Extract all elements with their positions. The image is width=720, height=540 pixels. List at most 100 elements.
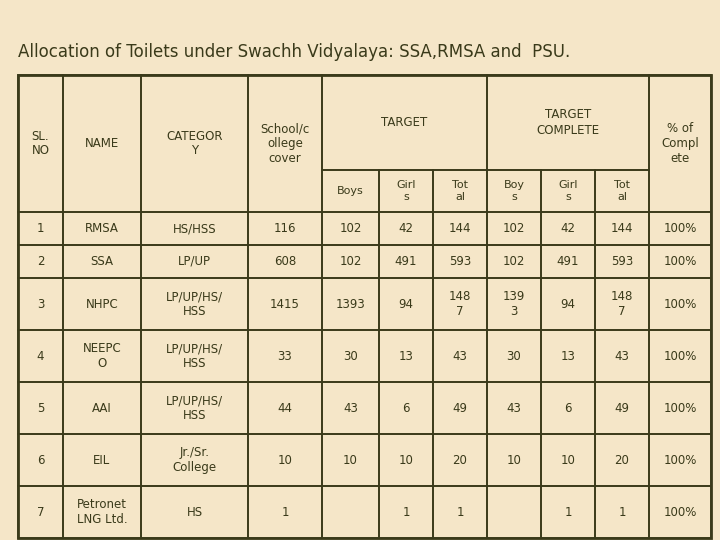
Text: AAI: AAI <box>92 402 112 415</box>
Text: SSA: SSA <box>91 255 114 268</box>
Bar <box>649 486 711 538</box>
Bar <box>487 245 541 278</box>
Bar <box>379 434 433 486</box>
Text: 148
7: 148 7 <box>449 290 471 318</box>
Text: 491: 491 <box>395 255 418 268</box>
Bar <box>595 434 649 486</box>
Text: LP/UP/HS/
HSS: LP/UP/HS/ HSS <box>166 290 223 318</box>
Bar <box>649 212 711 245</box>
Bar <box>322 75 487 170</box>
Text: 7: 7 <box>37 505 44 518</box>
Bar <box>18 382 63 434</box>
Text: RMSA: RMSA <box>85 222 119 235</box>
Text: 100%: 100% <box>663 454 697 467</box>
Text: 10: 10 <box>561 454 575 467</box>
Bar <box>595 330 649 382</box>
Text: 1415: 1415 <box>270 298 300 310</box>
Bar <box>487 486 541 538</box>
Text: 33: 33 <box>278 349 292 362</box>
Bar <box>141 486 248 538</box>
Text: 102: 102 <box>503 255 525 268</box>
Text: Girl
s: Girl s <box>396 180 415 202</box>
Text: School/c
ollege
cover: School/c ollege cover <box>261 122 310 165</box>
Bar <box>63 278 141 330</box>
Bar <box>487 434 541 486</box>
Text: EIL: EIL <box>94 454 111 467</box>
Bar <box>649 245 711 278</box>
Text: 100%: 100% <box>663 298 697 310</box>
Text: 94: 94 <box>560 298 575 310</box>
Text: 100%: 100% <box>663 255 697 268</box>
Text: 43: 43 <box>615 349 629 362</box>
Bar <box>18 434 63 486</box>
Bar <box>248 330 322 382</box>
Bar <box>18 330 63 382</box>
Bar <box>379 212 433 245</box>
Bar <box>487 330 541 382</box>
Bar <box>63 75 141 212</box>
Bar <box>379 278 433 330</box>
Bar <box>379 486 433 538</box>
Text: 6: 6 <box>37 454 44 467</box>
Text: 593: 593 <box>449 255 471 268</box>
Bar <box>541 278 595 330</box>
Text: 13: 13 <box>399 349 413 362</box>
Bar <box>63 486 141 538</box>
Bar <box>433 434 487 486</box>
Text: 43: 43 <box>453 349 467 362</box>
Text: 10: 10 <box>399 454 413 467</box>
Text: 102: 102 <box>503 222 525 235</box>
Bar <box>248 212 322 245</box>
Bar <box>248 245 322 278</box>
Text: % of
Compl
ete: % of Compl ete <box>661 122 699 165</box>
Text: CATEGOR
Y: CATEGOR Y <box>166 130 222 158</box>
Text: 1: 1 <box>564 505 572 518</box>
Text: NEEPC
O: NEEPC O <box>83 342 122 370</box>
Text: 148
7: 148 7 <box>611 290 633 318</box>
Bar <box>18 486 63 538</box>
Bar <box>379 382 433 434</box>
Text: 100%: 100% <box>663 505 697 518</box>
Bar <box>141 278 248 330</box>
Text: NAME: NAME <box>85 137 119 150</box>
Bar <box>322 170 379 212</box>
Text: Petronet
LNG Ltd.: Petronet LNG Ltd. <box>77 498 127 526</box>
Bar <box>322 486 379 538</box>
Bar <box>141 434 248 486</box>
Text: SL.
NO: SL. NO <box>32 130 50 158</box>
Bar <box>487 212 541 245</box>
Bar <box>649 382 711 434</box>
Bar <box>63 212 141 245</box>
Text: 1: 1 <box>618 505 626 518</box>
Text: 608: 608 <box>274 255 296 268</box>
Text: 1: 1 <box>402 505 410 518</box>
Bar <box>63 330 141 382</box>
Text: LP/UP/HS/
HSS: LP/UP/HS/ HSS <box>166 394 223 422</box>
Text: 6: 6 <box>402 402 410 415</box>
Bar <box>541 486 595 538</box>
Bar <box>248 382 322 434</box>
Bar <box>433 170 487 212</box>
Bar <box>595 212 649 245</box>
Text: 94: 94 <box>398 298 413 310</box>
Text: 6: 6 <box>564 402 572 415</box>
Text: 100%: 100% <box>663 402 697 415</box>
Bar <box>649 278 711 330</box>
Bar <box>433 212 487 245</box>
Bar <box>18 75 711 538</box>
Bar <box>541 170 595 212</box>
Text: 144: 144 <box>611 222 634 235</box>
Bar <box>541 434 595 486</box>
Bar <box>433 330 487 382</box>
Text: TARGET
COMPLETE: TARGET COMPLETE <box>536 109 600 137</box>
Text: Boys: Boys <box>337 186 364 196</box>
Bar <box>649 330 711 382</box>
Text: 5: 5 <box>37 402 44 415</box>
Text: 4: 4 <box>37 349 44 362</box>
Text: 1: 1 <box>37 222 44 235</box>
Bar <box>595 382 649 434</box>
Bar <box>487 75 649 170</box>
Bar <box>487 278 541 330</box>
Bar <box>322 330 379 382</box>
Text: 1: 1 <box>456 505 464 518</box>
